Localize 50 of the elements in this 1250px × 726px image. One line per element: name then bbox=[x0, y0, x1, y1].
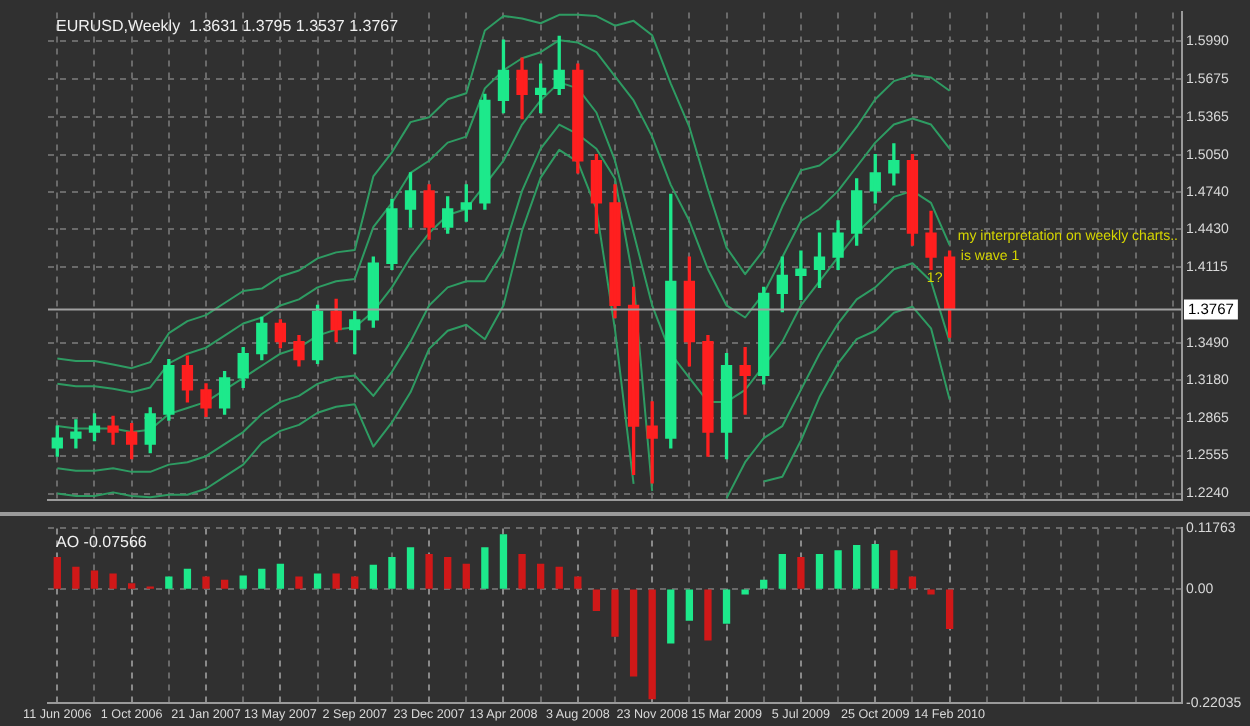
bar bbox=[165, 576, 173, 589]
bar bbox=[815, 553, 824, 589]
bar bbox=[481, 547, 489, 589]
bar bbox=[53, 556, 61, 589]
bar bbox=[128, 583, 136, 589]
bar bbox=[908, 576, 917, 589]
bar bbox=[220, 579, 229, 589]
bar bbox=[871, 544, 879, 589]
bar bbox=[611, 589, 619, 637]
bar bbox=[202, 576, 210, 589]
bar bbox=[332, 573, 340, 589]
bar bbox=[388, 556, 396, 589]
bar bbox=[313, 573, 322, 589]
bar bbox=[239, 575, 247, 589]
bar bbox=[462, 563, 470, 589]
bar bbox=[351, 576, 359, 589]
bar bbox=[834, 550, 842, 589]
bar bbox=[72, 566, 80, 589]
bar bbox=[592, 589, 601, 611]
bar bbox=[518, 553, 526, 589]
bar bbox=[276, 563, 285, 589]
bar bbox=[574, 576, 582, 589]
bar bbox=[667, 589, 675, 644]
chart-title: EURUSD,Weekly 1.3631 1.3795 1.3537 1.3767 bbox=[56, 16, 400, 35]
bar bbox=[425, 553, 433, 589]
bar bbox=[444, 556, 452, 589]
bar bbox=[536, 563, 545, 589]
bar bbox=[778, 553, 786, 589]
bar bbox=[369, 564, 377, 589]
bar bbox=[648, 589, 656, 700]
bar bbox=[927, 589, 935, 595]
bar bbox=[499, 534, 508, 589]
bar bbox=[685, 589, 694, 621]
chart-title: AO -0.07566 bbox=[56, 532, 148, 551]
bar bbox=[797, 556, 805, 589]
bar bbox=[722, 589, 731, 624]
bar bbox=[853, 545, 861, 589]
bar bbox=[109, 573, 117, 589]
bar bbox=[704, 589, 712, 641]
bar bbox=[741, 589, 749, 595]
bar bbox=[555, 566, 563, 589]
bar bbox=[760, 579, 768, 589]
bar bbox=[258, 568, 266, 589]
bar bbox=[406, 547, 415, 589]
bar bbox=[295, 576, 303, 589]
bar bbox=[183, 568, 192, 589]
bar bbox=[90, 570, 99, 589]
bar bbox=[945, 589, 954, 630]
bar bbox=[890, 550, 898, 589]
bar bbox=[629, 589, 638, 677]
